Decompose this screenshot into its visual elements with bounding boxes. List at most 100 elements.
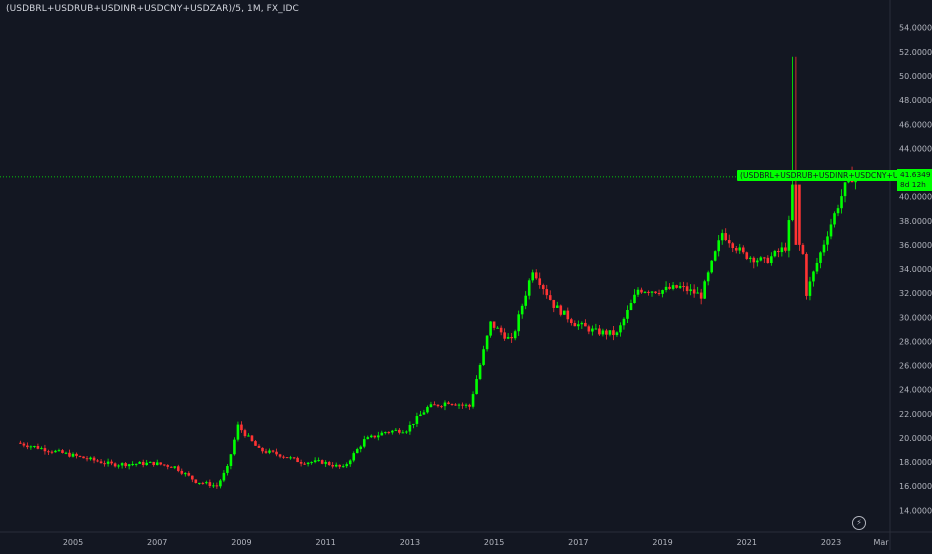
candle-up[interactable]	[380, 432, 384, 436]
candle-up[interactable]	[759, 257, 763, 261]
candle-up[interactable]	[787, 220, 791, 251]
candle-up[interactable]	[117, 465, 120, 467]
candle-up[interactable]	[145, 462, 148, 466]
candle-down[interactable]	[724, 233, 728, 241]
candle-up[interactable]	[120, 463, 124, 466]
candle-up[interactable]	[183, 473, 187, 475]
candle-down[interactable]	[99, 461, 103, 464]
candle-up[interactable]	[689, 289, 692, 292]
candle-down[interactable]	[766, 257, 770, 263]
candle-up[interactable]	[138, 461, 141, 464]
candle-up[interactable]	[324, 462, 327, 464]
candle-down[interactable]	[387, 432, 391, 434]
candle-down[interactable]	[510, 337, 513, 339]
candle-down[interactable]	[75, 453, 78, 456]
candle-up[interactable]	[443, 402, 447, 407]
candle-up[interactable]	[313, 460, 317, 463]
candle-up[interactable]	[155, 462, 159, 466]
candle-up[interactable]	[71, 453, 75, 457]
candle-up[interactable]	[334, 464, 338, 467]
candle-down[interactable]	[675, 285, 678, 288]
candle-down[interactable]	[647, 291, 650, 293]
candle-down[interactable]	[96, 460, 99, 462]
candle-down[interactable]	[61, 450, 64, 453]
candle-up[interactable]	[482, 349, 485, 365]
candle-down[interactable]	[461, 404, 464, 406]
candle-up[interactable]	[822, 244, 826, 253]
candle-down[interactable]	[545, 289, 549, 296]
candle-up[interactable]	[29, 446, 33, 448]
candle-up[interactable]	[289, 457, 292, 459]
candle-up[interactable]	[527, 280, 531, 296]
candle-down[interactable]	[68, 452, 71, 457]
candle-down[interactable]	[141, 461, 145, 466]
candle-up[interactable]	[391, 430, 394, 433]
candle-up[interactable]	[57, 450, 61, 452]
candle-down[interactable]	[745, 252, 749, 259]
candle-up[interactable]	[362, 439, 366, 447]
candle-down[interactable]	[450, 403, 454, 405]
candle-down[interactable]	[278, 454, 282, 457]
candle-up[interactable]	[608, 330, 612, 335]
candle-up[interactable]	[678, 286, 682, 288]
candle-up[interactable]	[40, 448, 43, 450]
candle-up[interactable]	[54, 450, 57, 453]
candle-up[interactable]	[756, 260, 759, 263]
candle-up[interactable]	[408, 424, 412, 432]
candle-up[interactable]	[401, 432, 405, 434]
candle-down[interactable]	[447, 402, 450, 404]
candle-up[interactable]	[384, 432, 387, 434]
candle-down[interactable]	[169, 466, 173, 468]
candle-down[interactable]	[612, 330, 615, 336]
candle-down[interactable]	[82, 456, 85, 459]
candle-down[interactable]	[682, 286, 685, 288]
candle-down[interactable]	[240, 424, 243, 431]
candle-down[interactable]	[92, 457, 96, 461]
candle-up[interactable]	[359, 446, 363, 450]
candle-down[interactable]	[50, 451, 54, 453]
candle-down[interactable]	[215, 485, 219, 487]
candle-up[interactable]	[352, 453, 356, 461]
candle-down[interactable]	[243, 430, 247, 437]
candle-up[interactable]	[815, 262, 819, 272]
candle-down[interactable]	[191, 475, 194, 480]
candle-up[interactable]	[555, 305, 559, 308]
candle-up[interactable]	[222, 472, 226, 481]
candle-down[interactable]	[541, 285, 545, 290]
candle-up[interactable]	[720, 233, 724, 241]
candle-up[interactable]	[808, 281, 812, 296]
candle-up[interactable]	[355, 449, 359, 454]
candle-down[interactable]	[194, 479, 198, 483]
candle-down[interactable]	[534, 272, 538, 279]
candle-down[interactable]	[573, 323, 577, 327]
candle-up[interactable]	[706, 272, 710, 282]
candle-up[interactable]	[773, 250, 777, 257]
candle-down[interactable]	[654, 291, 657, 294]
candle-down[interactable]	[296, 457, 299, 463]
candle-down[interactable]	[303, 463, 306, 465]
candle-up[interactable]	[489, 321, 492, 336]
candle-down[interactable]	[187, 473, 191, 476]
candle-up[interactable]	[713, 251, 717, 261]
candle-up[interactable]	[369, 435, 373, 438]
candle-down[interactable]	[668, 286, 671, 289]
candle-down[interactable]	[299, 462, 303, 464]
candle-up[interactable]	[345, 464, 349, 467]
candle-up[interactable]	[478, 364, 482, 380]
candle-up[interactable]	[633, 294, 636, 304]
candle-down[interactable]	[19, 442, 22, 444]
candle-down[interactable]	[103, 463, 106, 465]
candle-up[interactable]	[405, 431, 408, 433]
candle-up[interactable]	[650, 291, 654, 293]
candle-up[interactable]	[377, 435, 380, 438]
candle-up[interactable]	[429, 404, 433, 408]
candle-up[interactable]	[622, 318, 626, 326]
candle-down[interactable]	[110, 461, 113, 464]
candle-up[interactable]	[710, 260, 713, 273]
candle-up[interactable]	[134, 463, 138, 465]
candle-down[interactable]	[468, 404, 471, 407]
candle-down[interactable]	[436, 404, 440, 407]
candle-up[interactable]	[475, 379, 478, 395]
candle-down[interactable]	[26, 445, 29, 448]
candle-up[interactable]	[636, 289, 640, 295]
